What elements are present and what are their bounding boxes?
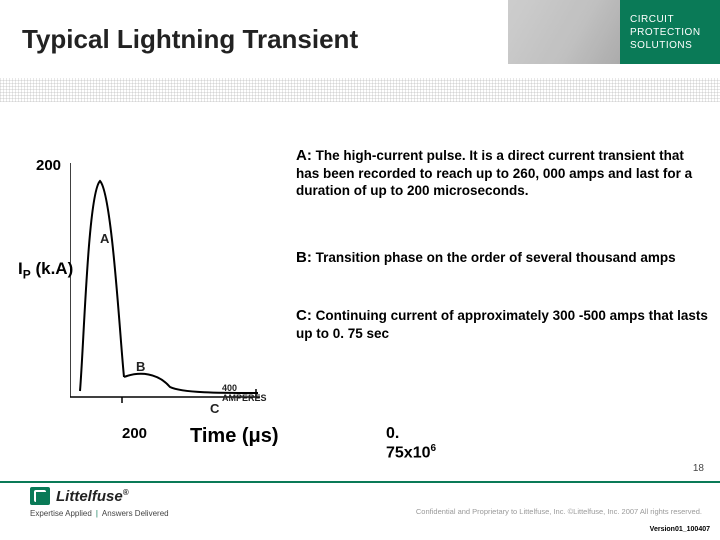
page-title: Typical Lightning Transient — [22, 24, 358, 55]
logo-icon — [30, 487, 50, 505]
logo: Littelfuse® — [30, 487, 129, 505]
y-tick-200: 200 — [36, 157, 61, 174]
x-tick-075e6: 0. 75x106 — [386, 425, 436, 462]
desc-b-tag: B: — [296, 249, 312, 266]
desc-b: B: Transition phase on the order of seve… — [296, 248, 696, 267]
chart-label-amp: 400 AMPERES — [222, 383, 267, 403]
desc-a: A: The high-current pulse. It is a direc… — [296, 146, 706, 200]
chart-label-b: B — [136, 359, 145, 374]
tagline-1: Expertise Applied — [30, 509, 92, 518]
desc-a-text: The high-current pulse. It is a direct c… — [296, 148, 692, 198]
brand-line2: PROTECTION — [630, 26, 720, 39]
divider-dotted — [0, 78, 720, 102]
footer-divider — [0, 481, 720, 483]
desc-b-text: Transition phase on the order of several… — [316, 250, 676, 265]
chart-label-c: C — [210, 401, 219, 416]
brand-text: CIRCUIT PROTECTION SOLUTIONS — [620, 0, 720, 64]
tagline: Expertise Applied|Answers Delivered — [30, 509, 169, 518]
confidential-text: Confidential and Proprietary to Littelfu… — [416, 507, 702, 516]
desc-a-tag: A: — [296, 147, 312, 164]
desc-c-text: Continuing current of approximately 300 … — [296, 308, 708, 341]
footer: 18 Littelfuse® Expertise Applied|Answers… — [0, 481, 720, 527]
brand-photo — [508, 0, 620, 64]
desc-c-tag: C: — [296, 307, 312, 324]
brand-line3: SOLUTIONS — [630, 39, 720, 52]
tagline-2: Answers Delivered — [102, 509, 169, 518]
y-axis-label: IP (k.A) — [18, 259, 73, 281]
version-text: Version01_100407 — [650, 526, 710, 533]
chart-label-a: A — [100, 231, 109, 246]
lightning-transient-chart: 200 IP (k.A) A B 400 AMPERES C 200 Time … — [36, 165, 258, 440]
chart-plot — [70, 163, 260, 415]
page-number: 18 — [693, 463, 704, 474]
desc-c: C: Continuing current of approximately 3… — [296, 306, 716, 342]
logo-name: Littelfuse® — [56, 488, 129, 505]
x-axis-label: Time (μs) — [190, 425, 330, 448]
brand-line1: CIRCUIT — [630, 13, 720, 26]
x-tick-200: 200 — [122, 425, 147, 442]
brand-box: CIRCUIT PROTECTION SOLUTIONS — [508, 0, 720, 64]
